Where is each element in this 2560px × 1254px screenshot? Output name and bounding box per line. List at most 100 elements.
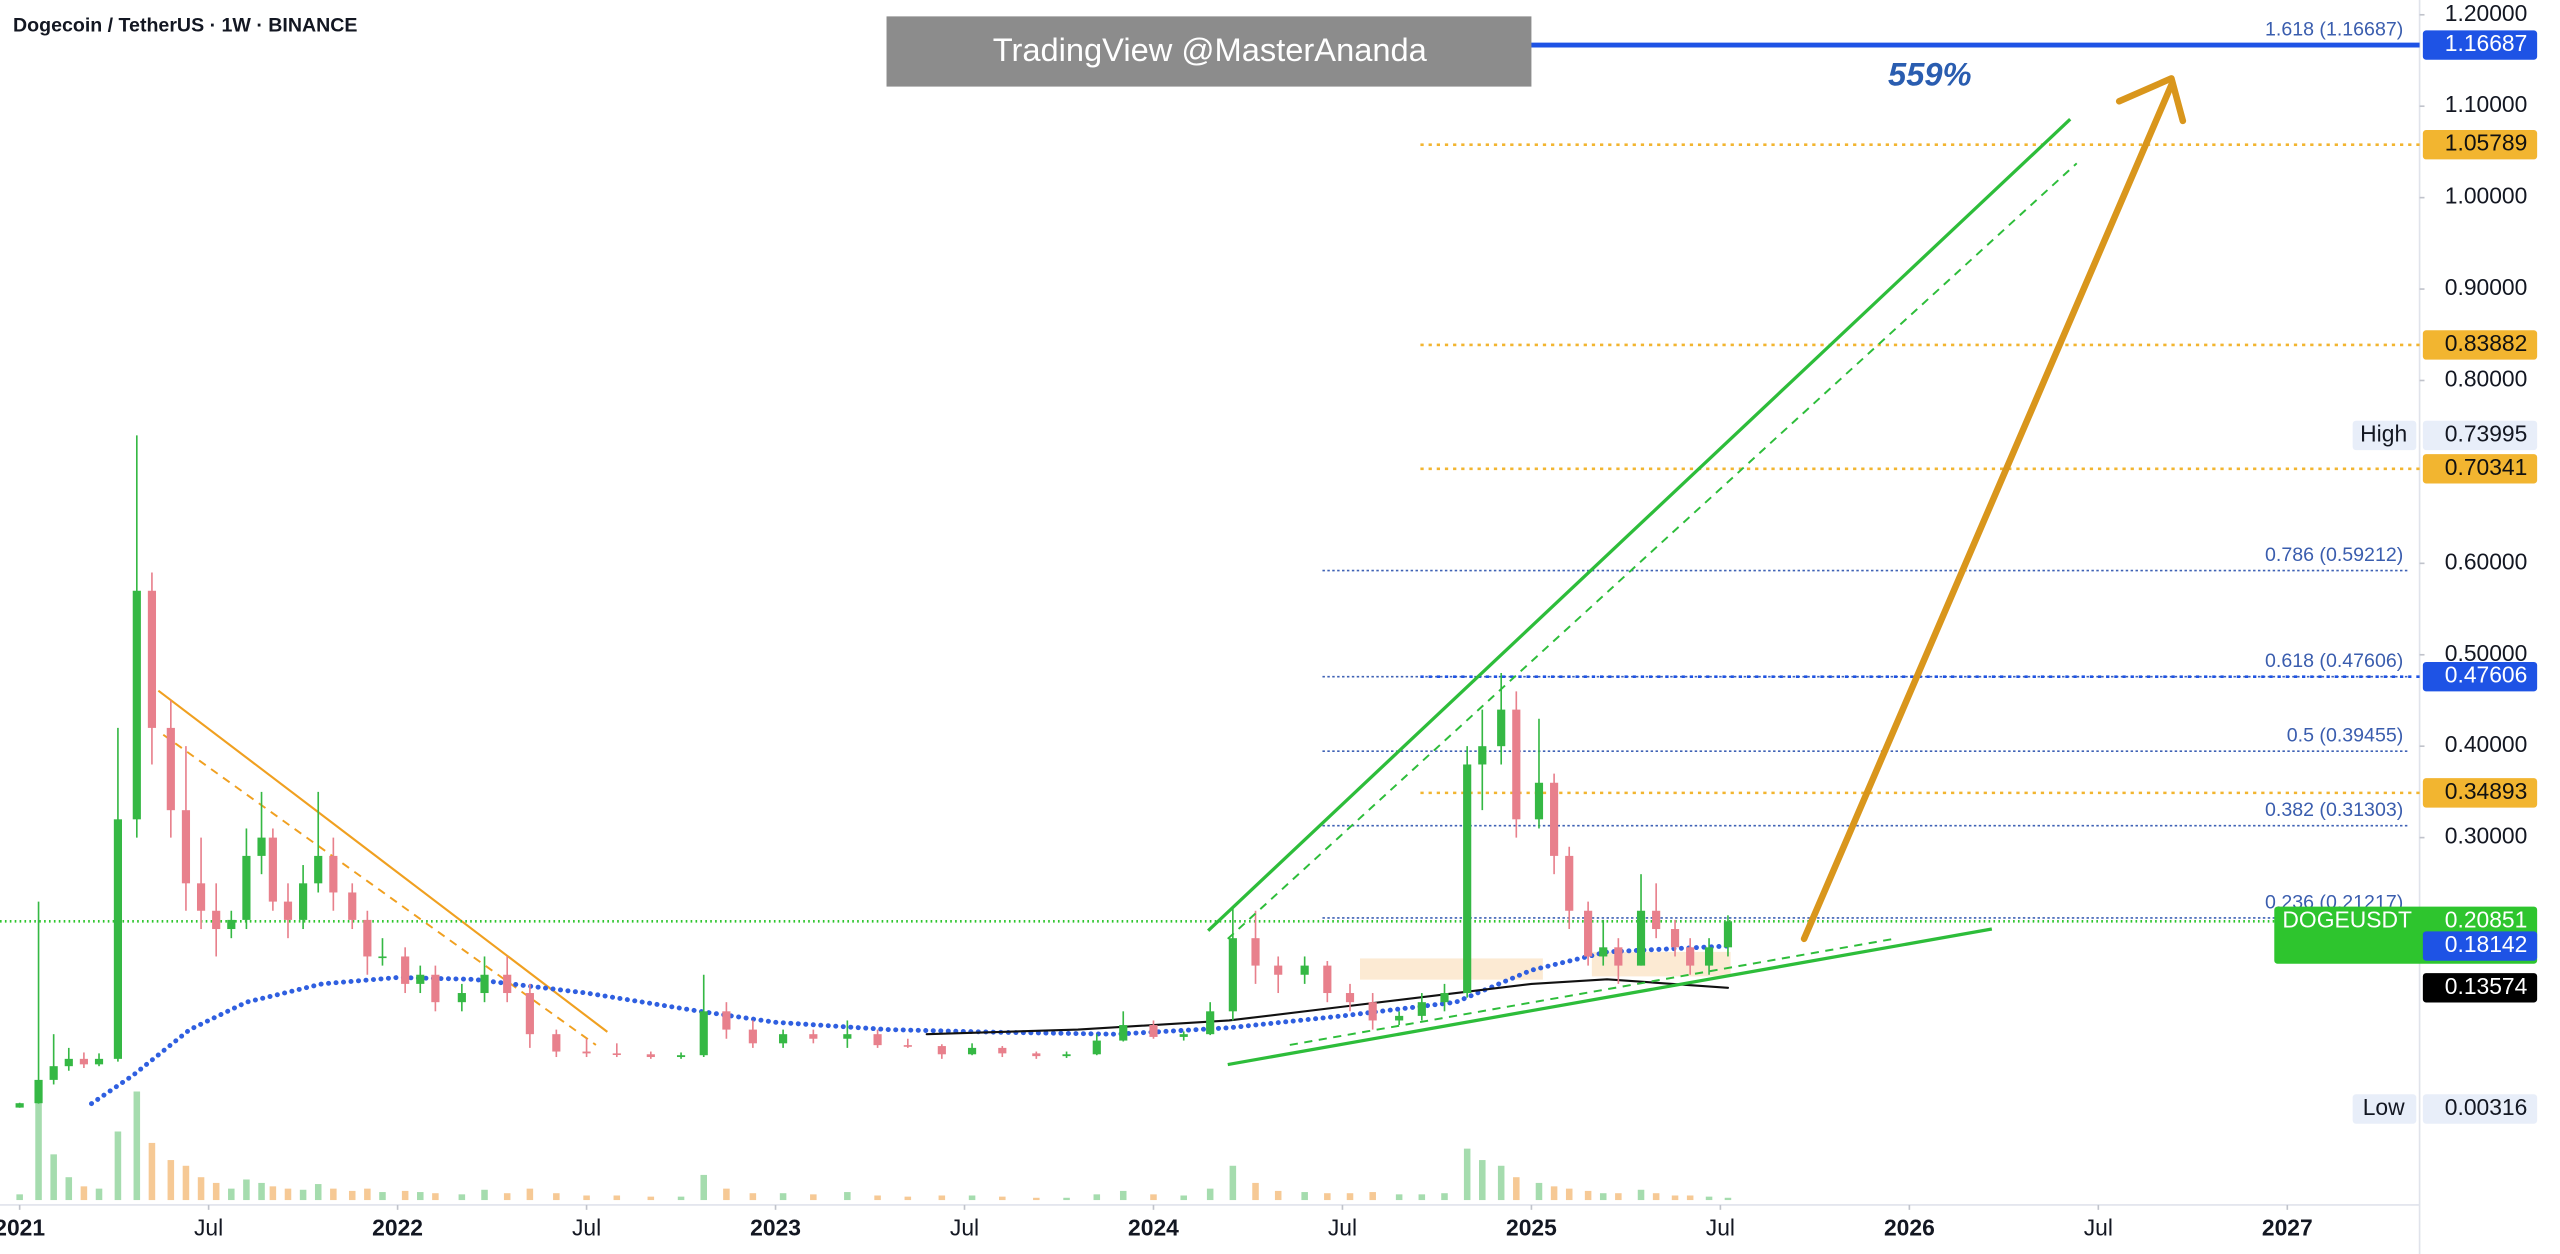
price-tag-value: 0.73995 bbox=[2445, 420, 2528, 446]
candle-body bbox=[1274, 965, 1283, 975]
volume-bar bbox=[1346, 1193, 1354, 1201]
y-tick-label: 0.40000 bbox=[2445, 731, 2528, 757]
volume-bar bbox=[1513, 1177, 1520, 1201]
drawings-under bbox=[0, 42, 2420, 1201]
volume-bar bbox=[65, 1177, 73, 1201]
x-tick-label: 2027 bbox=[2262, 1214, 2313, 1240]
candle-body bbox=[1497, 709, 1506, 747]
volume-bar bbox=[1369, 1192, 1376, 1201]
candle-body bbox=[49, 1066, 58, 1080]
volume-bar bbox=[1652, 1193, 1660, 1201]
volume-bar bbox=[1565, 1188, 1573, 1201]
candle-body bbox=[903, 1045, 912, 1047]
volume-bar bbox=[1479, 1160, 1486, 1201]
volume-bar bbox=[1324, 1193, 1331, 1201]
volume-bar bbox=[35, 1102, 42, 1201]
volume-bar bbox=[197, 1177, 205, 1201]
candle-body bbox=[242, 855, 251, 920]
x-tick-label: Jul bbox=[2084, 1214, 2113, 1240]
volume-bar bbox=[401, 1190, 409, 1201]
volume-bar bbox=[844, 1192, 851, 1201]
volume-bar bbox=[647, 1196, 655, 1201]
volume-bar bbox=[938, 1195, 946, 1201]
y-tick-label: 1.00000 bbox=[2445, 183, 2528, 209]
volume-bar bbox=[330, 1188, 337, 1201]
candle-body bbox=[1550, 782, 1559, 856]
candle-body bbox=[779, 1034, 788, 1044]
candle-body bbox=[843, 1034, 852, 1039]
volume-bar bbox=[228, 1188, 235, 1201]
candle-body bbox=[1440, 993, 1449, 1003]
price-tag bbox=[2422, 661, 2538, 692]
candle-body bbox=[94, 1058, 104, 1065]
volume-bar bbox=[182, 1165, 190, 1201]
candle-body bbox=[1062, 1054, 1071, 1057]
volume-bar bbox=[1119, 1190, 1127, 1201]
x-tick-label: 2021 bbox=[0, 1214, 45, 1240]
price-tag bbox=[2422, 973, 2538, 1003]
volume-bar bbox=[1724, 1197, 1732, 1201]
candle-body bbox=[1251, 938, 1260, 966]
volume-bar bbox=[1180, 1195, 1187, 1201]
volume-bar bbox=[723, 1188, 730, 1201]
price-tag-value: 0.18142 bbox=[2445, 931, 2528, 957]
x-tick-label: Jul bbox=[1706, 1214, 1735, 1240]
candle-body bbox=[166, 727, 175, 811]
x-tick-label: Jul bbox=[950, 1214, 979, 1240]
volume-bar bbox=[417, 1192, 424, 1201]
volume-bar bbox=[80, 1186, 88, 1201]
chart-title: Dogecoin / TetherUS · 1W · BINANCE bbox=[13, 14, 357, 36]
price-tag-value: 0.34893 bbox=[2445, 778, 2528, 804]
volume-bar bbox=[212, 1182, 220, 1201]
candle-body bbox=[748, 1029, 757, 1044]
candle-body bbox=[457, 993, 466, 1003]
volume-bar bbox=[1686, 1195, 1694, 1201]
candle-body bbox=[1395, 1015, 1404, 1021]
zone bbox=[1360, 958, 1543, 980]
x-tick-label: 2025 bbox=[1506, 1214, 1557, 1240]
candle-body bbox=[503, 974, 512, 994]
candle-body bbox=[257, 837, 266, 856]
volume-bar bbox=[284, 1188, 292, 1201]
channel-lower bbox=[1227, 927, 1993, 1067]
volume-bar bbox=[968, 1195, 976, 1201]
candle-body bbox=[1179, 1034, 1188, 1037]
candle-body bbox=[378, 956, 387, 959]
watermark: TradingView @MasterAnanda bbox=[993, 31, 1428, 68]
volume-bar bbox=[243, 1179, 250, 1201]
volume-bar bbox=[1033, 1197, 1040, 1201]
volume-bar bbox=[1441, 1193, 1448, 1201]
symbol-label: DOGEUSDT bbox=[2282, 906, 2412, 932]
candle-body bbox=[1228, 938, 1237, 1012]
candle-body bbox=[937, 1046, 946, 1055]
volume-bar bbox=[700, 1174, 707, 1201]
volume-bar bbox=[1093, 1194, 1101, 1201]
volume-bar bbox=[583, 1195, 590, 1201]
volume-bar bbox=[458, 1194, 466, 1201]
volume-bar bbox=[133, 1091, 141, 1201]
volume-bar bbox=[1463, 1148, 1471, 1201]
x-tick-label: 2023 bbox=[750, 1214, 801, 1240]
candle-body bbox=[1149, 1025, 1158, 1037]
candle-body bbox=[147, 590, 157, 728]
volume-bar bbox=[613, 1195, 621, 1201]
price-tag bbox=[2422, 1094, 2538, 1124]
volume-bar bbox=[114, 1131, 122, 1201]
volume-bar bbox=[1274, 1190, 1282, 1201]
volume-bar bbox=[810, 1194, 817, 1201]
extreme-label: High bbox=[2360, 420, 2407, 446]
candle-body bbox=[582, 1051, 591, 1054]
price-tag-value: 0.83882 bbox=[2445, 330, 2528, 356]
watermark-box bbox=[886, 16, 1532, 87]
volume-bar bbox=[481, 1189, 488, 1201]
volume-bar bbox=[1229, 1165, 1237, 1201]
candle-body bbox=[525, 993, 534, 1035]
candle-body bbox=[1534, 782, 1544, 820]
candle-body bbox=[196, 883, 206, 911]
channel-upper bbox=[1207, 118, 2072, 932]
volume-bar bbox=[167, 1160, 175, 1201]
plot bbox=[15, 435, 1733, 1108]
volume-bar bbox=[364, 1188, 371, 1201]
